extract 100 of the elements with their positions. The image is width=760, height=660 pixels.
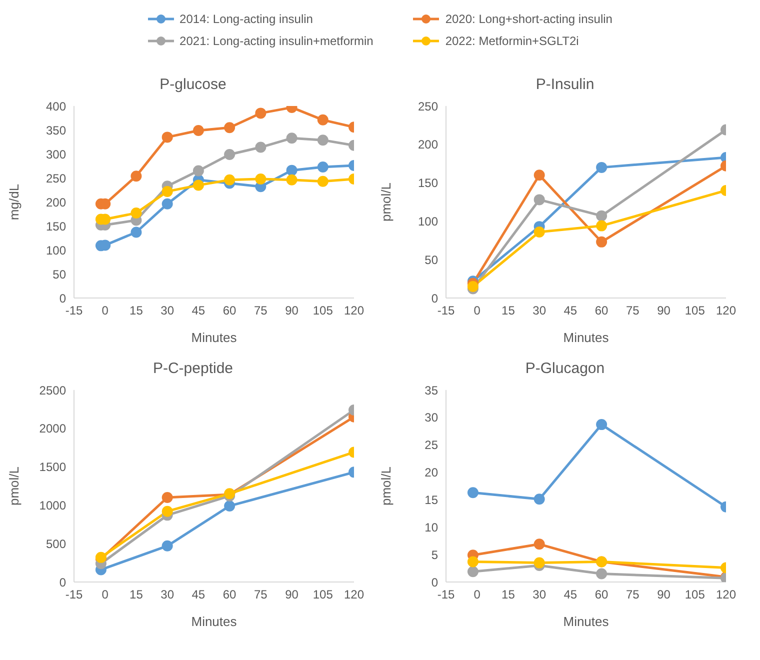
legend-label: 2014: Long-acting insulin	[180, 12, 313, 26]
point	[286, 164, 298, 176]
point	[317, 114, 328, 126]
x-tick-label: -15	[65, 588, 83, 602]
point	[286, 174, 298, 186]
y-tick-label: 1500	[39, 460, 66, 474]
x-tick-label: 0	[102, 304, 109, 318]
point	[130, 208, 142, 219]
y-tick-label: 250	[418, 99, 438, 114]
point	[596, 236, 608, 248]
x-tick-label: 30	[160, 588, 174, 602]
x-tick-label: 120	[344, 304, 364, 318]
point	[596, 210, 608, 222]
x-tick-label: 75	[626, 304, 640, 318]
x-tick-label: 60	[594, 588, 609, 602]
point	[596, 162, 608, 173]
y-tick-label: 30	[424, 410, 438, 425]
x-tick-label: 60	[222, 304, 237, 318]
y-tick-label: 2500	[39, 383, 66, 398]
x-tick-label: 105	[312, 588, 334, 602]
point	[224, 122, 236, 134]
point	[162, 506, 173, 517]
y-tick-label: 25	[424, 438, 438, 452]
y-tick-label: 250	[46, 171, 66, 186]
x-tick-label: 90	[285, 588, 299, 602]
x-tick-label: 45	[564, 588, 578, 602]
y-axis-title: pmol/L	[378, 182, 394, 222]
x-tick-label: -15	[437, 304, 455, 318]
x-tick-label: -15	[437, 588, 455, 602]
x-tick-label: 15	[502, 588, 516, 602]
y-tick-label: 100	[46, 243, 66, 258]
point	[162, 198, 173, 210]
x-tick-label: 120	[716, 588, 736, 602]
point	[596, 220, 608, 232]
y-tick-label: 35	[424, 383, 438, 398]
point	[224, 148, 236, 160]
x-tick-label: 75	[626, 588, 640, 602]
point	[534, 494, 545, 505]
x-tick-label: 75	[254, 588, 268, 602]
point	[162, 132, 173, 143]
y-tick-label: 15	[424, 492, 438, 507]
chart-title: P-Insulin	[534, 76, 596, 95]
point	[192, 165, 204, 176]
legend-label: 2021: Long-acting insulin+metformin	[180, 34, 374, 48]
point	[255, 173, 266, 184]
point	[534, 557, 545, 568]
x-tick-label: 60	[222, 588, 237, 602]
point	[467, 280, 478, 292]
point	[192, 180, 204, 191]
point	[162, 186, 173, 197]
x-tick-label: 0	[474, 304, 481, 318]
x-tick-label: 0	[102, 588, 109, 602]
x-axis-title: Minutes	[563, 614, 610, 629]
point	[317, 161, 328, 172]
point	[467, 487, 478, 498]
point	[224, 174, 236, 186]
x-tick-label: 30	[532, 588, 546, 602]
x-tick-label: 0	[474, 588, 481, 602]
x-tick-label: 90	[285, 304, 299, 318]
y-tick-label: 100	[418, 214, 438, 228]
x-tick-label: 45	[192, 304, 206, 318]
point	[130, 226, 142, 238]
y-axis-title: pmol/L	[6, 466, 22, 506]
x-tick-label: 15	[130, 588, 144, 602]
chart-title: P-glucose	[158, 76, 228, 95]
point	[467, 566, 478, 578]
y-tick-label: 150	[46, 219, 66, 234]
x-tick-label: -15	[65, 304, 83, 318]
y-tick-label: 150	[418, 176, 438, 190]
y-axis-title: pmol/L	[378, 466, 394, 506]
x-tick-label: 105	[684, 588, 706, 602]
x-tick-label: 60	[594, 304, 609, 318]
y-tick-label: 10	[424, 520, 438, 534]
point	[317, 176, 328, 187]
x-axis-title: Minutes	[563, 330, 610, 345]
point	[467, 556, 478, 568]
point	[255, 108, 266, 119]
y-tick-label: 50	[52, 267, 66, 282]
point	[596, 419, 608, 430]
x-axis-title: Minutes	[191, 614, 238, 629]
x-tick-label: 30	[532, 304, 546, 318]
y-tick-label: 2000	[39, 422, 66, 436]
y-tick-label: 350	[46, 123, 66, 138]
y-tick-label: 0	[431, 291, 438, 306]
x-tick-label: 45	[192, 588, 206, 602]
y-tick-label: 500	[46, 536, 66, 551]
x-tick-label: 15	[502, 304, 516, 318]
x-tick-label: 90	[657, 304, 671, 318]
y-tick-label: 300	[46, 147, 66, 162]
point	[224, 500, 236, 512]
point	[534, 170, 545, 181]
x-tick-label: 45	[564, 304, 578, 318]
y-tick-label: 0	[59, 291, 66, 306]
chart-title: P-Glucagon	[524, 360, 606, 379]
y-tick-label: 200	[46, 195, 66, 210]
x-tick-label: 30	[160, 304, 174, 318]
point	[255, 142, 266, 153]
y-axis-title: mg/dL	[6, 184, 22, 220]
x-tick-label: 120	[716, 304, 736, 318]
chart-title: P-C-peptide	[152, 360, 234, 379]
